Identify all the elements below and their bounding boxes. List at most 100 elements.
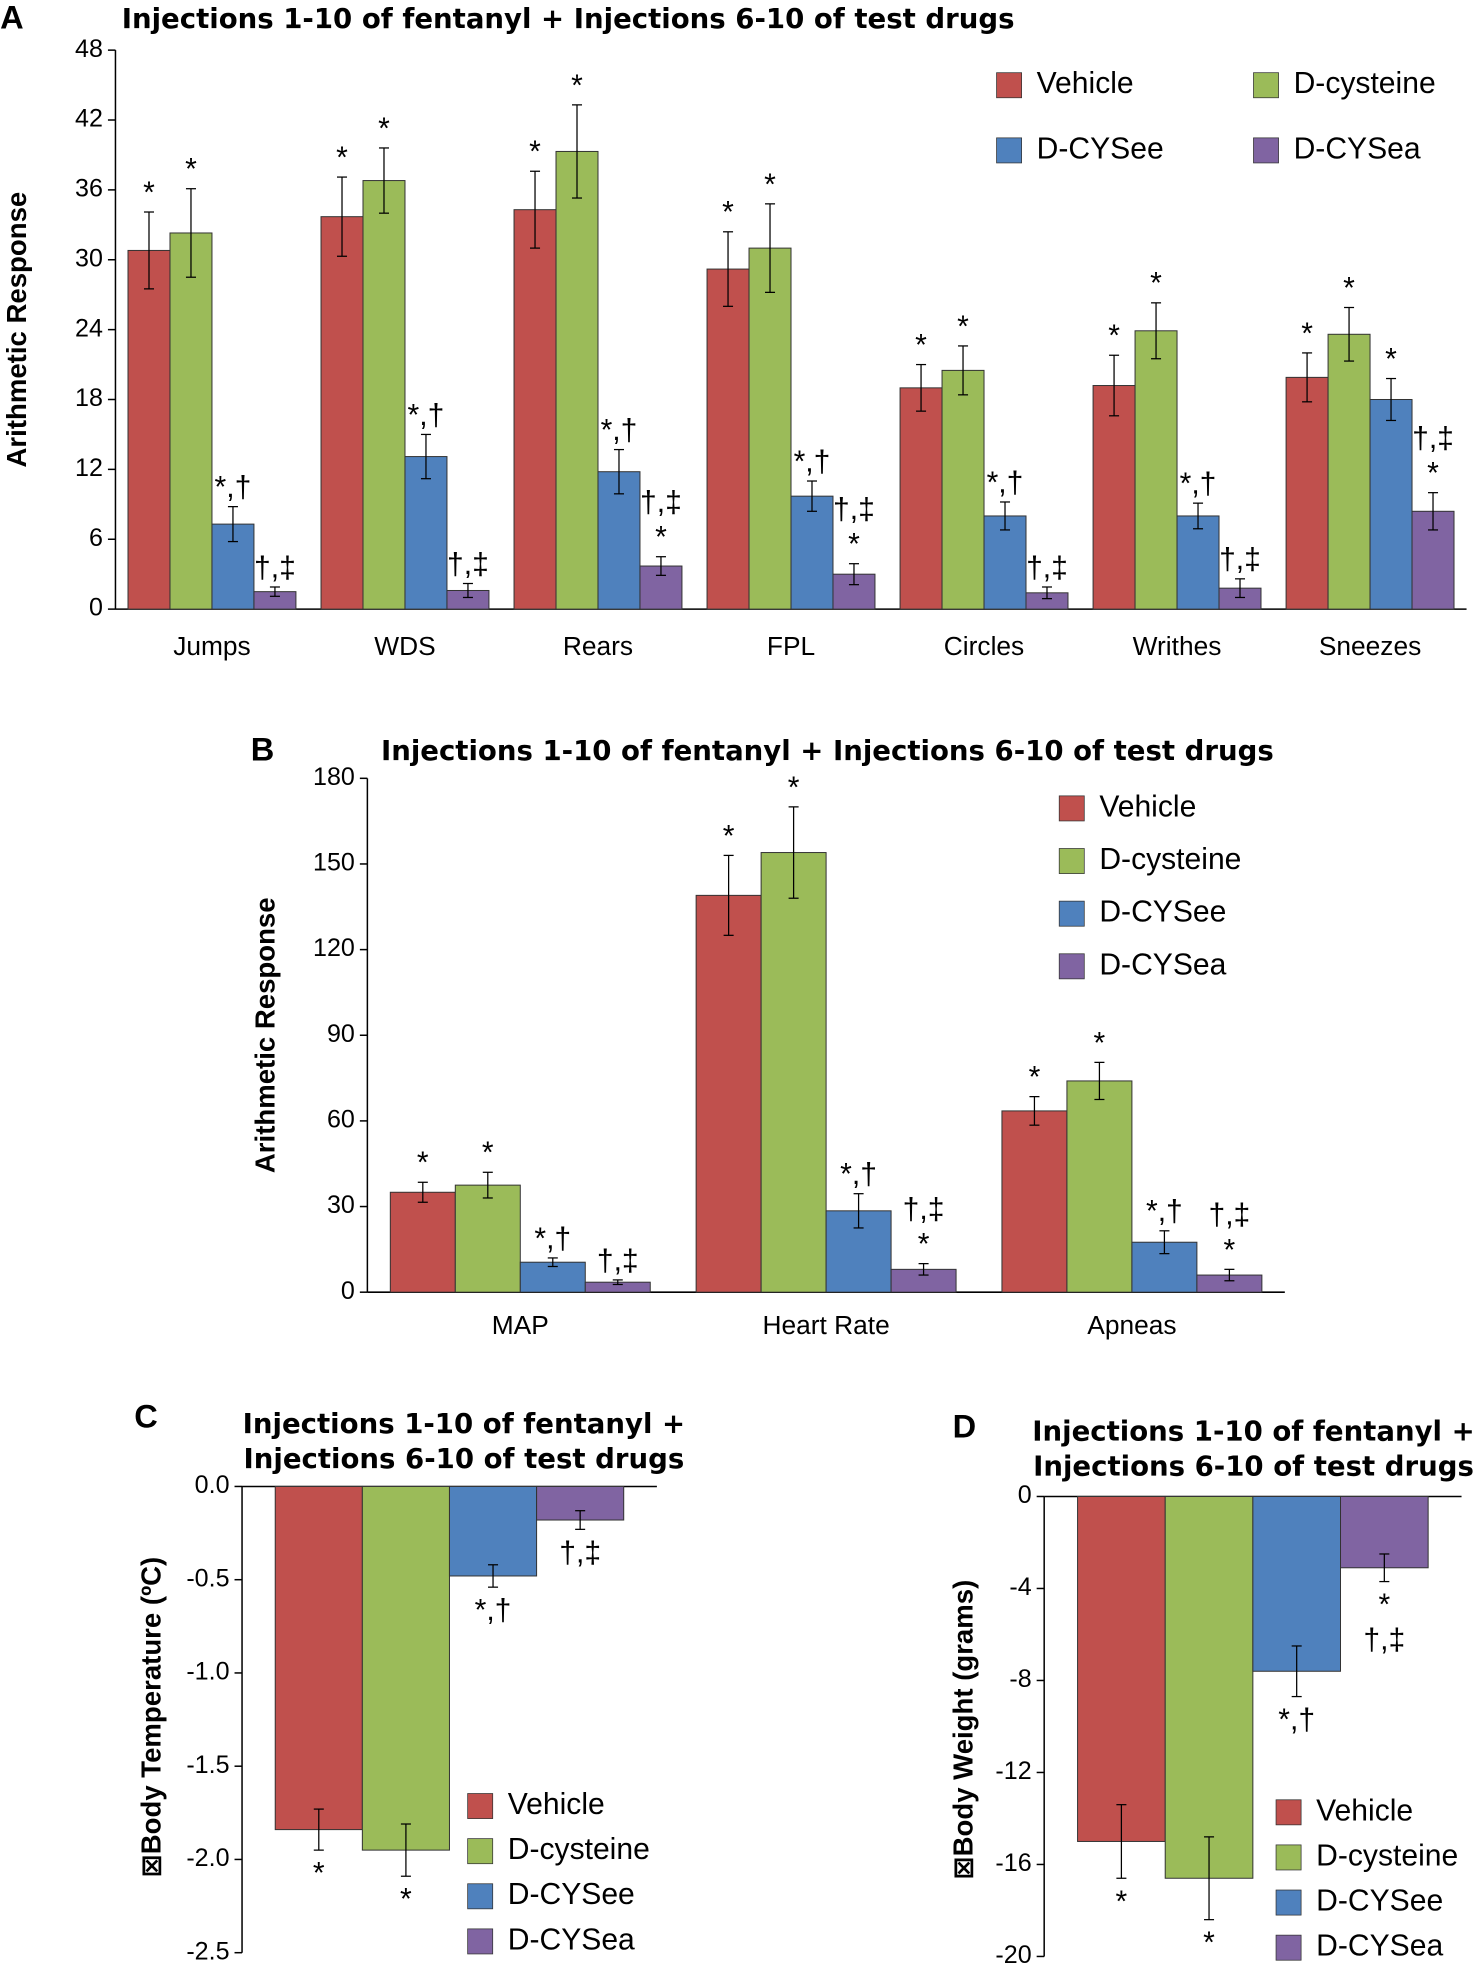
bar: [1001, 1110, 1068, 1293]
error-bar: [269, 586, 280, 597]
y-axis-label: ⊠Body Temperature (ºC): [135, 1557, 166, 1878]
significance-label: *: [1203, 1927, 1215, 1960]
significance-label: *: [723, 820, 735, 853]
y-tick-label: 30: [327, 1191, 355, 1219]
legend-label: D-CYSee: [1037, 132, 1164, 165]
error-bar: [613, 448, 624, 495]
x-tick-label: Heart Rate: [762, 1310, 889, 1340]
x-tick-label: Apneas: [1087, 1310, 1176, 1340]
significance-label: *,†: [215, 471, 252, 504]
error-bar: [1151, 302, 1162, 360]
y-tick-label: -8: [1009, 1665, 1031, 1693]
error-bar: [420, 433, 431, 480]
significance-label: *: [1343, 272, 1355, 305]
significance-label: *,†: [601, 414, 638, 447]
error-bar: [655, 556, 666, 576]
significance-label: *: [957, 310, 969, 343]
bar: [1285, 376, 1329, 610]
error-bar: [462, 582, 473, 599]
bar: [1176, 515, 1220, 610]
error-bar: [227, 506, 238, 543]
x-tick-label: Rears: [563, 631, 633, 661]
bar: [941, 369, 985, 610]
bar: [790, 495, 834, 610]
legend-swatch: [1275, 1889, 1302, 1916]
y-tick-label: 48: [75, 35, 103, 63]
panel: B Injections 1-10 of fentanyl + Injection…: [249, 732, 1285, 1340]
error-bar: [575, 1510, 586, 1530]
bar: [404, 456, 448, 610]
legend-swatch: [1058, 953, 1085, 980]
legend-swatch: [467, 1838, 494, 1865]
bar: [695, 894, 762, 1293]
significance-label: *: [1224, 1234, 1236, 1267]
significance-label: *,†: [1180, 468, 1217, 501]
y-tick-label: -2.5: [186, 1937, 229, 1965]
legend-swatch: [467, 1793, 494, 1819]
legend-swatch: [467, 1928, 494, 1955]
bar: [555, 150, 599, 610]
significance-label: *: [1116, 1885, 1128, 1918]
legend-label: D-CYSea: [1316, 1930, 1443, 1963]
significance-label: *: [417, 1147, 429, 1180]
error-bar: [999, 501, 1011, 531]
panel-letter: B: [251, 732, 275, 768]
error-bar: [482, 1171, 493, 1199]
significance-label: *,†: [840, 1158, 877, 1191]
error-bar: [806, 480, 818, 512]
chart-title: Injections 1-10 of fentanyl + Injections…: [381, 734, 1274, 767]
significance-label: *: [655, 521, 667, 554]
panel-letter: A: [0, 0, 24, 36]
x-tick-label: FPL: [767, 631, 815, 661]
legend-label: Vehicle: [1099, 790, 1196, 823]
legend-label: D-CYSea: [1294, 132, 1421, 165]
y-tick-label: -16: [995, 1849, 1031, 1877]
error-bar: [1193, 502, 1204, 530]
significance-label: *,†: [1146, 1195, 1183, 1228]
legend-label: Vehicle: [1316, 1794, 1413, 1827]
significance-label: *: [1427, 457, 1439, 490]
panel-letter: C: [134, 1398, 158, 1434]
y-tick-label: 0: [89, 594, 103, 622]
bar: [127, 249, 171, 610]
significance-label: *,†: [1278, 1704, 1315, 1737]
legend-label: D-cysteine: [1294, 67, 1436, 100]
bar: [899, 387, 943, 610]
bar: [748, 247, 792, 610]
significance-label: †,‡: [903, 1193, 945, 1226]
significance-label: *: [1378, 1589, 1390, 1622]
error-bar: [417, 1181, 428, 1203]
significance-label: *: [313, 1857, 325, 1890]
bar: [1134, 330, 1178, 610]
bar: [1164, 1495, 1254, 1879]
significance-label: †,‡: [254, 551, 296, 584]
error-bar: [400, 1823, 411, 1877]
significance-label: *,†: [408, 399, 445, 432]
legend-swatch: [1253, 137, 1279, 164]
legend-label: D-cysteine: [508, 1833, 650, 1866]
significance-label: †,‡: [447, 548, 489, 581]
bar: [597, 471, 641, 610]
error-bar: [765, 203, 776, 293]
significance-label: †,‡: [1219, 543, 1261, 576]
y-tick-label: 0: [1018, 1481, 1032, 1509]
legend-swatch: [467, 1883, 494, 1910]
significance-label: *: [788, 771, 800, 804]
significance-label: *: [400, 1883, 412, 1916]
y-tick-label: 6: [89, 524, 103, 552]
bar: [1252, 1495, 1342, 1672]
significance-label: †,‡: [1412, 422, 1454, 455]
y-tick-label: -0.5: [186, 1564, 229, 1592]
error-bar: [1379, 1553, 1390, 1583]
x-tick-label: WDS: [374, 631, 435, 661]
error-bar: [530, 170, 541, 249]
legend-label: D-CYSee: [1316, 1885, 1443, 1918]
error-bar: [488, 1564, 499, 1588]
y-tick-label: -4: [1009, 1573, 1031, 1601]
error-bar: [1302, 352, 1313, 403]
y-tick-label: 0: [341, 1277, 355, 1305]
bar: [169, 232, 213, 610]
legend-label: D-cysteine: [1099, 843, 1241, 876]
error-bar: [1234, 578, 1246, 599]
significance-label: *: [336, 141, 348, 174]
